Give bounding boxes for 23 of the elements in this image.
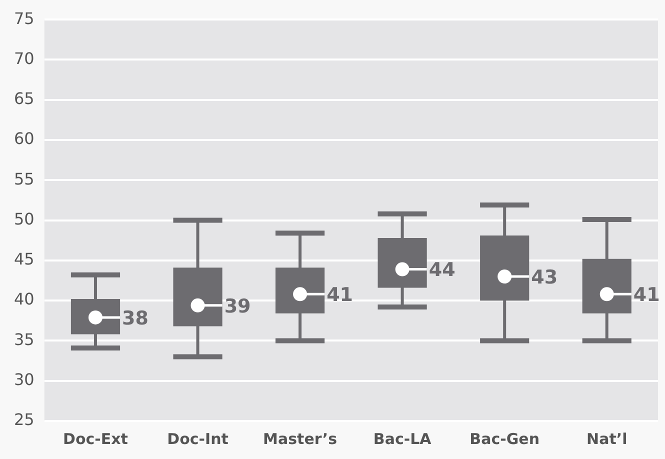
x-tick-label: Bac-LA — [373, 430, 432, 448]
y-tick-label: 70 — [14, 48, 34, 68]
x-tick-label: Master’s — [263, 430, 338, 448]
y-tick-label: 40 — [14, 290, 34, 309]
annotation: 44 — [428, 259, 456, 282]
x-tick-label: Doc-Ext — [63, 430, 128, 448]
x-tick-label: Nat’l — [586, 430, 628, 448]
y-tick-label: 55 — [14, 169, 34, 188]
y-tick-label: 60 — [14, 129, 34, 148]
annotation: 39 — [224, 295, 251, 318]
y-tick-label: 35 — [14, 330, 34, 349]
annotation: 41 — [633, 284, 660, 306]
y-tick-label: 25 — [14, 410, 34, 430]
annotation: 38 — [122, 307, 148, 330]
x-tick-label: Doc-Int — [167, 430, 228, 448]
y-tick-label: 65 — [14, 89, 34, 108]
y-tick-label: 45 — [14, 250, 34, 269]
annotation: 41 — [326, 284, 354, 306]
y-tick-label: 75 — [14, 8, 34, 28]
y-tick-label: 30 — [14, 370, 34, 390]
annotation: 43 — [531, 266, 558, 288]
y-tick-label: 50 — [14, 209, 34, 228]
x-tick-label: Bac-Gen — [470, 430, 540, 448]
